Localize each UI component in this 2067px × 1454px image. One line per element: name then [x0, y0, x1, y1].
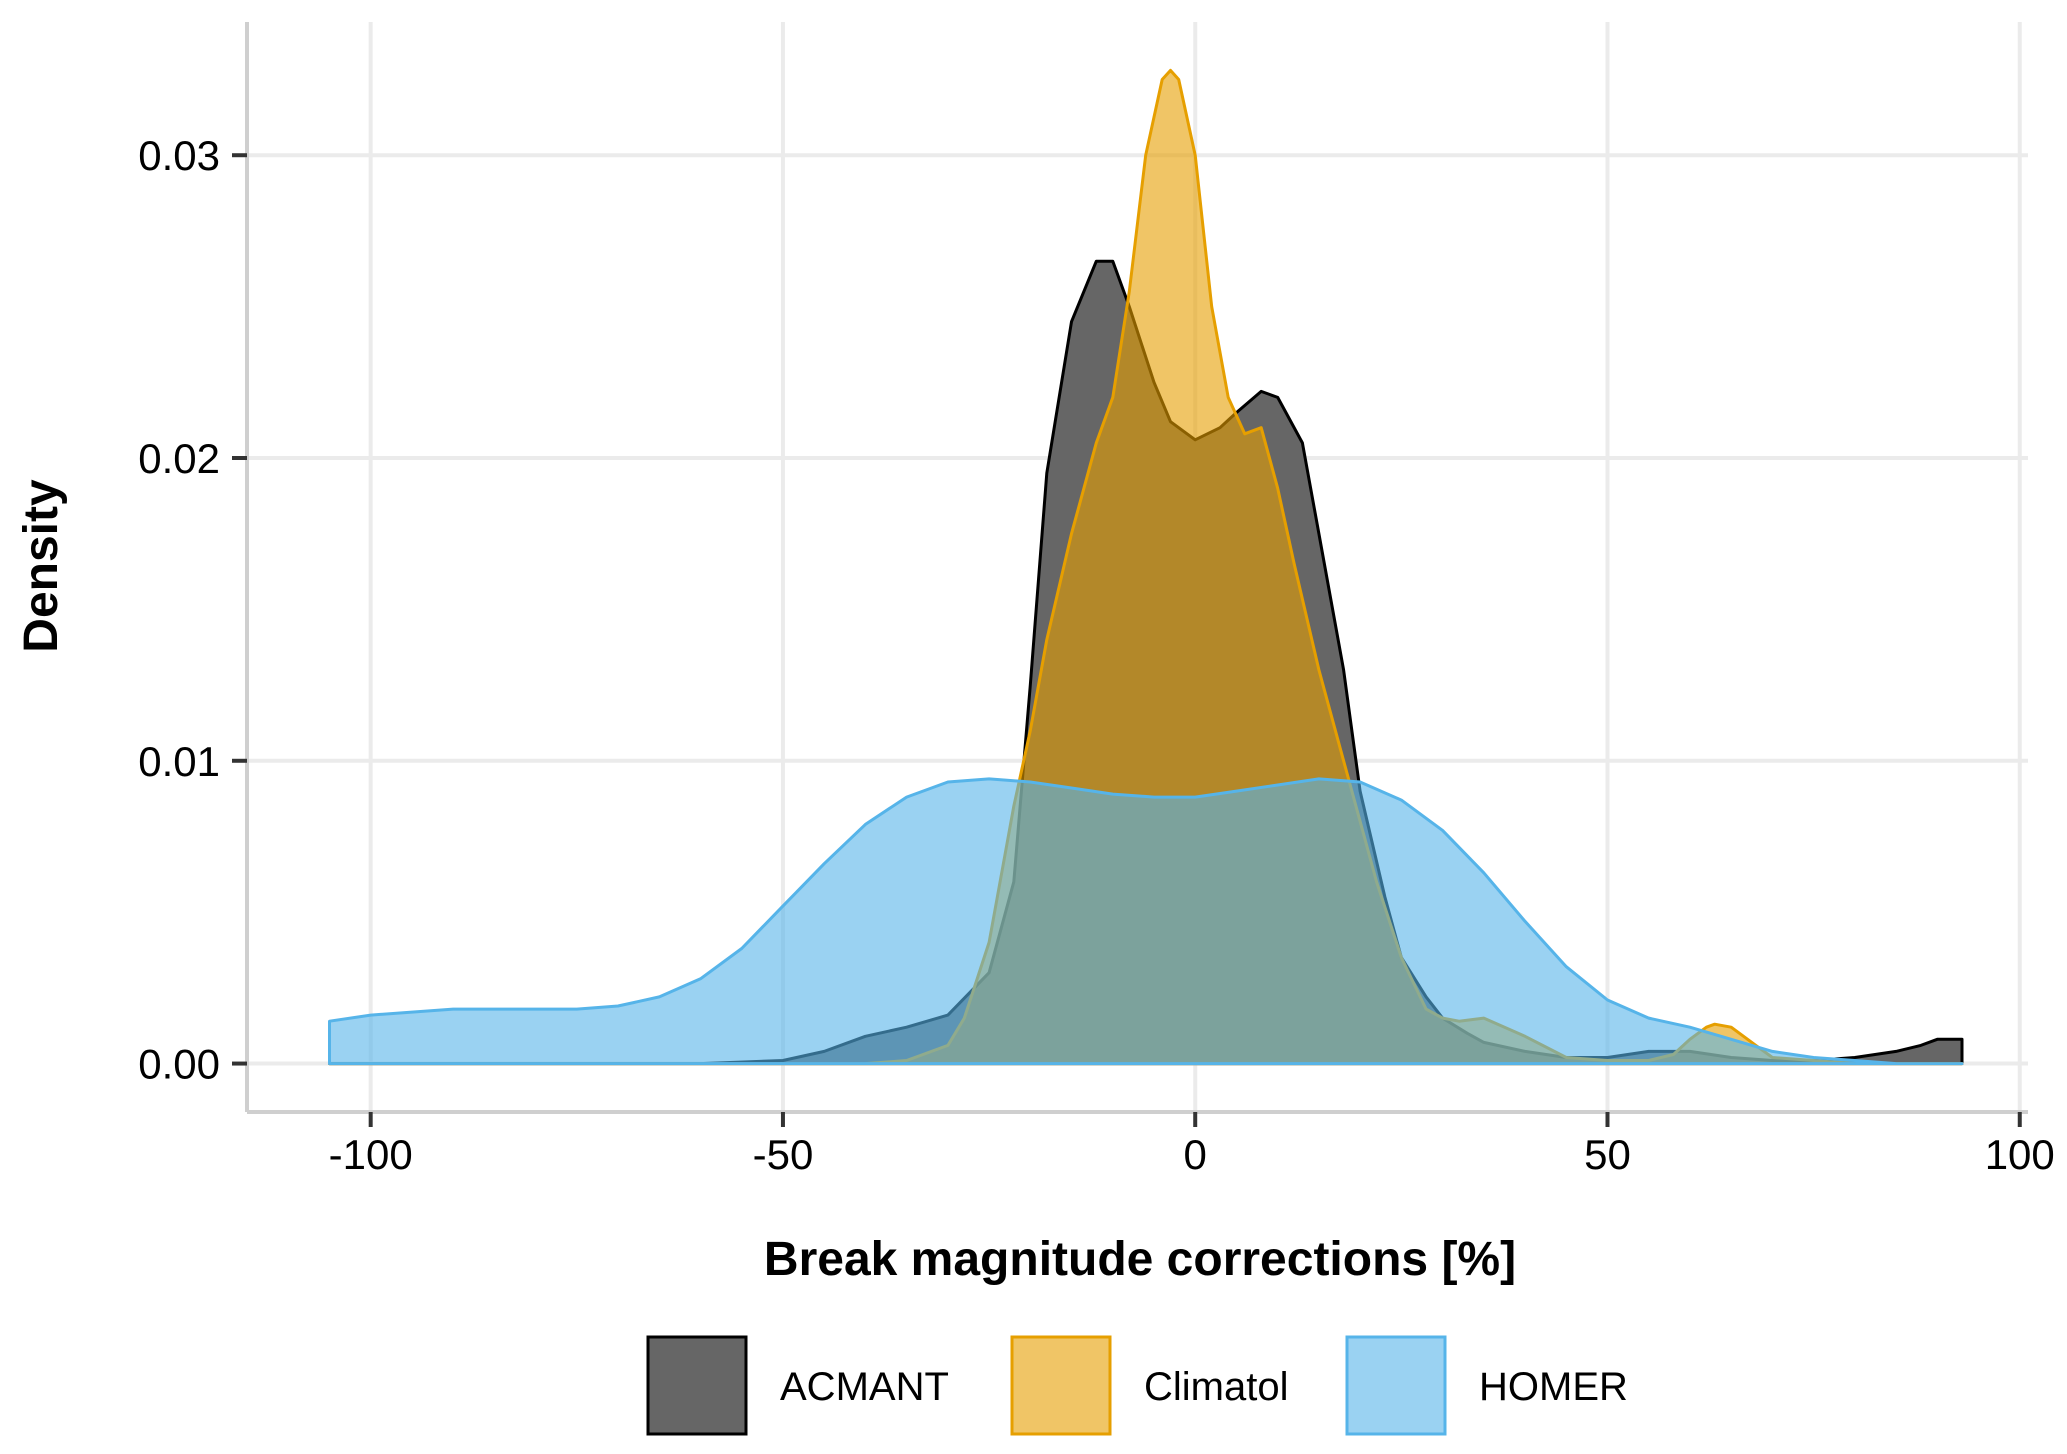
tick-labels: -100 -50 0 50 100 0.00 0.01 0.02 0.03: [138, 132, 2055, 1178]
x-tick-label: -100: [329, 1131, 413, 1178]
x-tick-label: 100: [1985, 1131, 2055, 1178]
y-axis-title: Density: [15, 479, 68, 653]
legend-key-homer: [1345, 1335, 1447, 1436]
legend: ACMANT Climatol HOMER: [646, 1335, 1628, 1436]
density-area-homer: [328, 777, 1964, 1066]
legend-label-homer: HOMER: [1479, 1365, 1628, 1409]
x-tick-label: 0: [1184, 1131, 1207, 1178]
legend-key-acmant: [646, 1335, 748, 1436]
legend-key-climatol: [1010, 1335, 1112, 1436]
x-axis-title: Break magnitude corrections [%]: [764, 1233, 1516, 1286]
x-tick-label: 50: [1584, 1131, 1631, 1178]
y-tick-label: 0.02: [138, 435, 220, 482]
y-tick-label: 0.01: [138, 738, 220, 785]
density-areas: [328, 68, 1964, 1066]
y-tick-label: 0.03: [138, 132, 220, 179]
y-tick-label: 0.00: [138, 1041, 220, 1088]
legend-label-climatol: Climatol: [1144, 1365, 1288, 1409]
legend-label-acmant: ACMANT: [780, 1365, 949, 1409]
axes: [232, 22, 2028, 1127]
x-tick-label: -50: [753, 1131, 814, 1178]
